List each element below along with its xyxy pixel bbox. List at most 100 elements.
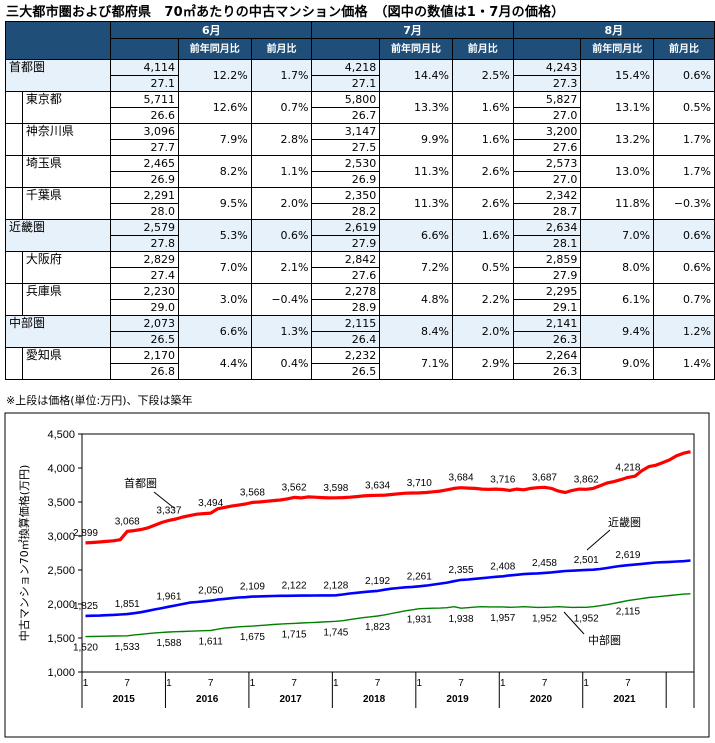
indent-cell <box>5 187 23 220</box>
y-axis-label: 中古マンション70㎡換算価格(万円) <box>17 465 31 642</box>
mom-cell: 0.6% <box>250 219 313 252</box>
price-cell: 4,218 <box>311 59 381 76</box>
y-tick-label: 3,500 <box>47 497 75 509</box>
price-cell: 2,842 <box>311 251 381 268</box>
yoy-cell: 13.1% <box>580 91 655 124</box>
mom-cell: 0.7% <box>653 283 715 316</box>
mom-cell: 2.9% <box>451 347 514 380</box>
age-cell: 29.1 <box>512 299 582 316</box>
yoy-cell: 5.3% <box>177 219 252 252</box>
x-month-label: 1 <box>166 678 172 689</box>
age-cell: 27.8 <box>110 235 179 252</box>
data-label: 3,634 <box>365 480 390 491</box>
data-label: 2,128 <box>323 580 348 591</box>
data-label: 1,588 <box>156 638 181 649</box>
x-month-label: 1 <box>500 678 506 689</box>
age-cell: 27.9 <box>512 267 582 284</box>
prefecture-label: 千葉県 <box>21 187 112 220</box>
x-year-label: 2016 <box>196 694 219 705</box>
data-label: 1,611 <box>199 636 224 647</box>
x-month-label: 7 <box>208 678 214 689</box>
age-cell: 27.9 <box>311 235 381 252</box>
data-label: 1,931 <box>407 615 432 626</box>
mom-cell: 1.7% <box>653 155 715 188</box>
age-cell: 27.6 <box>512 139 582 156</box>
yoy-cell: 8.2% <box>177 155 252 188</box>
prefecture-label: 埼玉県 <box>21 155 112 188</box>
age-cell: 27.5 <box>311 139 381 156</box>
region-label: 首都圏 <box>4 59 112 92</box>
y-tick-label: 3,000 <box>47 531 75 543</box>
plot-area <box>81 433 695 673</box>
data-label: 1,825 <box>73 601 98 612</box>
yoy-cell: 9.0% <box>580 347 655 380</box>
mom-cell: 1.6% <box>451 91 514 124</box>
month-header: 7月 <box>311 21 514 39</box>
x-month-label: 7 <box>291 678 297 689</box>
data-label: 1,851 <box>115 599 140 610</box>
price-cell: 2,264 <box>512 347 582 364</box>
data-label: 3,716 <box>490 474 515 485</box>
price-cell: 5,711 <box>110 91 179 108</box>
legend-leader-line <box>563 611 585 635</box>
price-cell: 2,170 <box>110 347 179 364</box>
yoy-cell: 6.1% <box>580 283 655 316</box>
series-name-label: 中部圏 <box>588 633 621 647</box>
y-tick-label: 1,500 <box>47 633 75 645</box>
price-subheader <box>512 38 582 60</box>
mom-cell: 1.7% <box>250 59 313 92</box>
yoy-cell: 9.4% <box>580 315 655 348</box>
mom-cell: 1.7% <box>653 123 715 156</box>
age-cell: 29.0 <box>110 299 179 316</box>
mom-cell: 0.6% <box>653 59 715 92</box>
mom-subheader: 前月比 <box>653 38 715 60</box>
data-label: 3,598 <box>323 483 348 494</box>
age-cell: 26.4 <box>311 331 381 348</box>
yoy-cell: 8.0% <box>580 251 655 284</box>
price-cell: 2,829 <box>110 251 179 268</box>
age-cell: 27.3 <box>512 75 582 92</box>
price-cell: 5,800 <box>311 91 381 108</box>
yoy-cell: 7.1% <box>379 347 453 380</box>
data-label: 2,050 <box>198 586 223 597</box>
data-label: 3,337 <box>156 505 181 516</box>
data-label: 3,494 <box>198 498 223 509</box>
mom-cell: −0.3% <box>653 187 715 220</box>
age-cell: 27.7 <box>110 139 179 156</box>
price-table: 6月 7月 8月 前年同月比 前月比 前年同月比 前月比 前年同月比 前月比 首都圏 4,114 12… <box>4 21 715 380</box>
yoy-cell: 13.2% <box>580 123 655 156</box>
mom-cell: 2.5% <box>451 59 514 92</box>
data-label: 2,619 <box>615 550 640 561</box>
data-label: 1,957 <box>490 613 515 624</box>
mom-cell: 2.0% <box>451 315 514 348</box>
indent-cell <box>5 347 23 380</box>
data-label: 3,562 <box>282 482 307 493</box>
mom-cell: 0.4% <box>250 347 313 380</box>
mom-cell: 1.6% <box>451 219 514 252</box>
age-cell: 27.0 <box>512 107 582 124</box>
x-month-label: 7 <box>625 678 631 689</box>
price-cell: 2,342 <box>512 187 582 204</box>
age-cell: 28.9 <box>311 299 381 316</box>
yoy-cell: 7.9% <box>177 123 252 156</box>
indent-cell <box>5 123 23 156</box>
y-tick-label: 4,000 <box>47 463 75 475</box>
region-label: 中部圏 <box>4 315 112 348</box>
data-label: 4,218 <box>615 462 640 473</box>
age-cell: 27.1 <box>311 75 381 92</box>
x-month-label: 7 <box>542 678 548 689</box>
y-tick-label: 4,500 <box>47 429 75 441</box>
mom-cell: 1.1% <box>250 155 313 188</box>
data-label: 3,862 <box>574 474 599 485</box>
price-cell: 2,530 <box>311 155 381 172</box>
yoy-cell: 7.0% <box>177 251 252 284</box>
mom-cell: −0.4% <box>250 283 313 316</box>
mom-cell: 0.6% <box>653 251 715 284</box>
data-label: 3,068 <box>115 516 140 527</box>
indent-cell <box>5 283 23 316</box>
prefecture-label: 大阪府 <box>21 251 112 284</box>
series-line-kinki <box>85 559 691 618</box>
yoy-cell: 6.6% <box>379 219 453 252</box>
yoy-subheader: 前年同月比 <box>580 38 655 60</box>
yoy-cell: 11.3% <box>379 187 453 220</box>
